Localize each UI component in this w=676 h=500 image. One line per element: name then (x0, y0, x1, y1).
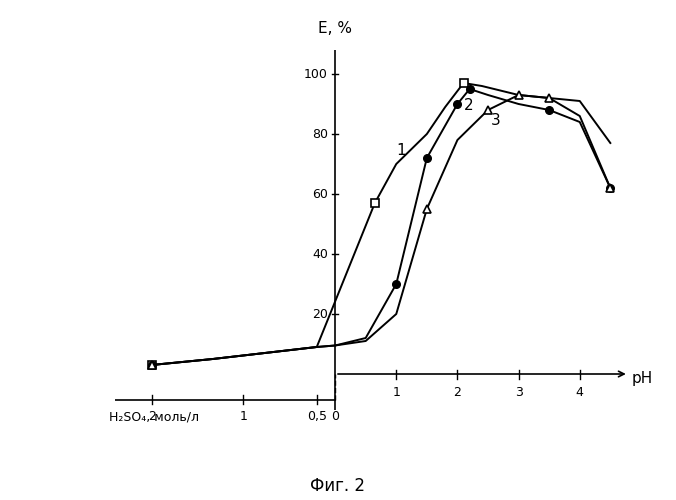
Text: 1: 1 (396, 143, 406, 158)
Text: 1: 1 (392, 386, 400, 399)
Text: 80: 80 (312, 128, 328, 140)
Text: 1: 1 (239, 410, 247, 423)
Text: 2: 2 (454, 386, 461, 399)
Text: H₂SO₄, моль/л: H₂SO₄, моль/л (109, 410, 199, 423)
Text: 2: 2 (147, 410, 155, 423)
Text: 3: 3 (491, 113, 501, 128)
Text: E, %: E, % (318, 20, 352, 36)
Text: Фиг. 2: Фиг. 2 (310, 477, 366, 495)
Text: pH: pH (632, 371, 653, 386)
Text: 0,5: 0,5 (307, 410, 327, 423)
Text: 0: 0 (331, 410, 339, 423)
Text: 20: 20 (312, 308, 328, 320)
Text: 2: 2 (464, 98, 473, 113)
Text: 3: 3 (514, 386, 523, 399)
Text: 40: 40 (312, 248, 328, 260)
Text: 4: 4 (576, 386, 583, 399)
Text: 60: 60 (312, 188, 328, 200)
Text: 100: 100 (304, 68, 328, 80)
